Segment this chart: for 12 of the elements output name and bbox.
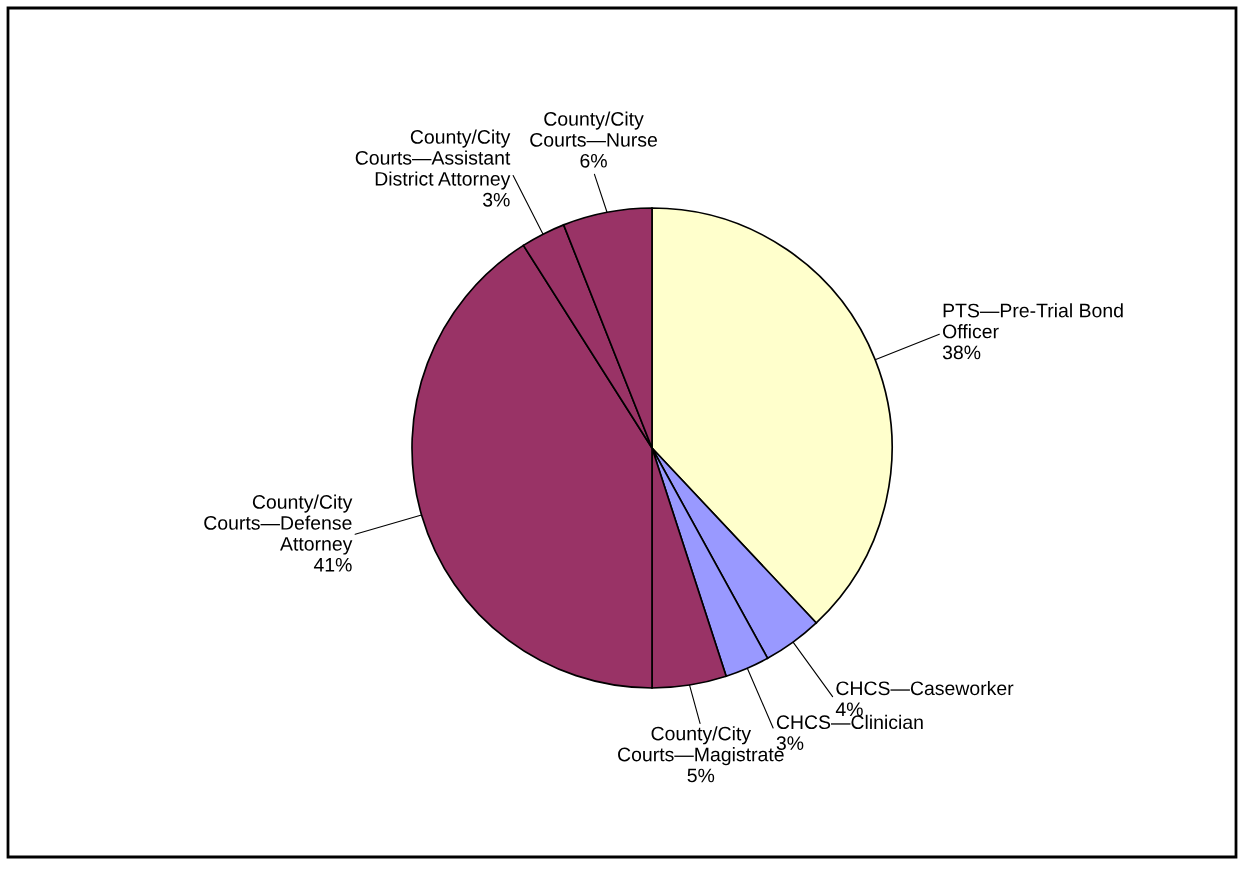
data-label: 5%: [687, 768, 715, 783]
slice-label: CHCS—Clinician: [776, 714, 923, 730]
data-label: 4%: [835, 702, 863, 717]
data-label: 41%: [313, 558, 352, 572]
slice-label: County/City Courts—Assistant District Attorney: [355, 129, 511, 190]
data-label: 6%: [580, 153, 607, 168]
slice-label: PTS—Pre-Trial Bond Officer: [943, 303, 1123, 339]
slice-label: County/City Courts—Defense Attorney: [204, 494, 353, 555]
data-label: 38%: [942, 345, 981, 360]
slice-label: County/City Courts—Nurse: [530, 111, 657, 147]
slice-label: CHCS—Caseworker: [836, 680, 1014, 696]
data-label: 3%: [482, 192, 510, 207]
